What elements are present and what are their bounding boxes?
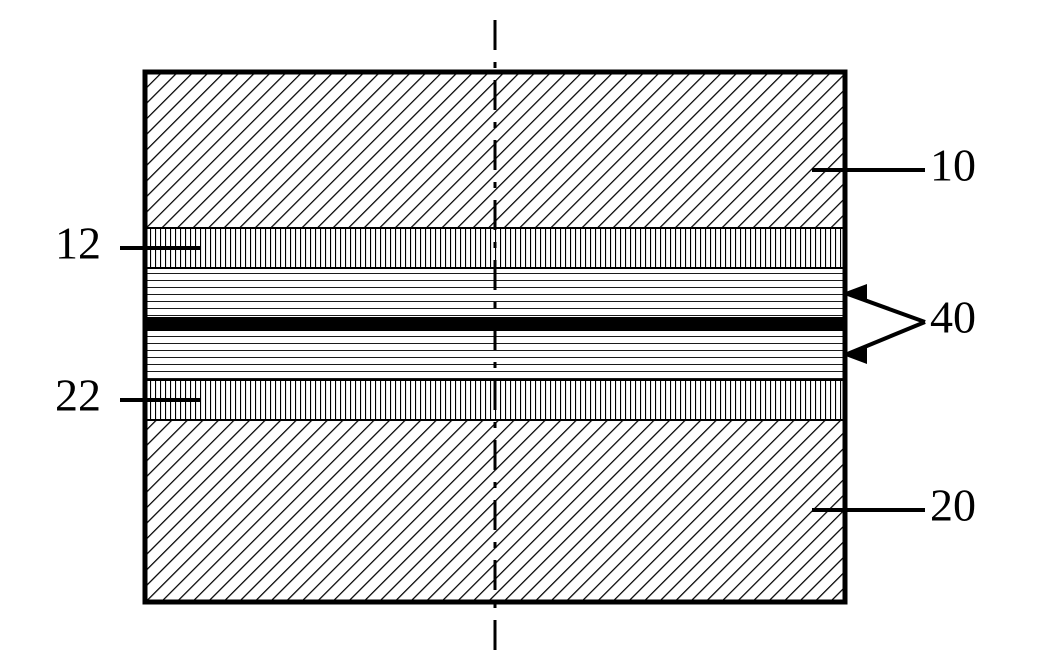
label-22: 22 [55,370,101,421]
label-20: 20 [930,480,976,531]
leader-40 [843,284,925,364]
label-12: 12 [55,218,101,269]
label-40: 40 [930,292,976,343]
figure-stage: 10 12 20 22 40 [0,0,1055,666]
diagram-svg: 10 12 20 22 40 [0,0,1055,666]
label-10: 10 [930,140,976,191]
